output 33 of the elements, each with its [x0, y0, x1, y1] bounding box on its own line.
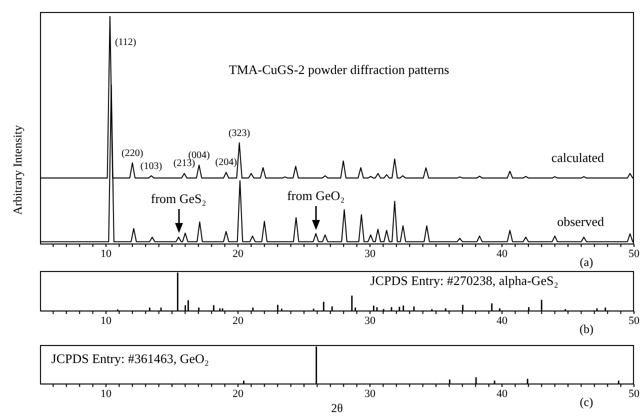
- x-tick-label: 40: [496, 314, 508, 327]
- x-tick-label: 10: [100, 388, 112, 400]
- x-tick-label: 50: [628, 314, 640, 327]
- x-tick-label: 30: [364, 388, 376, 400]
- annotation: (103): [140, 160, 162, 172]
- annotation: (204): [215, 157, 237, 168]
- chart-title: JCPDS Entry: #270238, alpha-GeS₂: [370, 273, 558, 289]
- text: (b): [579, 322, 594, 337]
- x-tick-label: 20: [232, 314, 244, 327]
- x-axis-title: 2θ: [331, 401, 343, 416]
- y-axis-title: Arbitrary Intensity: [10, 124, 26, 215]
- x-tick-label: 20: [232, 248, 244, 260]
- annotation: (213): [173, 158, 196, 170]
- annotation: (220): [122, 148, 144, 159]
- annotation: (112): [114, 36, 136, 48]
- text: (c): [580, 395, 594, 410]
- series-label: observed: [557, 214, 604, 230]
- x-tick-label: 40: [496, 388, 508, 400]
- x-tick-label: 50: [628, 248, 640, 260]
- chart-title: JCPDS Entry: #361463, GeO₂: [51, 351, 209, 367]
- series-label: calculated: [551, 150, 604, 166]
- text: (a): [580, 255, 594, 270]
- annotation: from GeO₂: [287, 188, 345, 204]
- x-tick-label: 10: [100, 314, 112, 327]
- x-tick-label: 30: [364, 314, 376, 327]
- annotation: (323): [228, 128, 250, 139]
- x-tick-label: 50: [628, 388, 640, 400]
- text: TMA-CuGS-2 powder diffraction patterns: [228, 62, 450, 78]
- x-tick-label: 20: [232, 388, 244, 400]
- annotation: from GeS₂: [150, 191, 206, 208]
- x-tick-label: 10: [100, 248, 112, 260]
- x-tick-label: 30: [364, 248, 376, 260]
- x-tick-label: 40: [496, 248, 508, 260]
